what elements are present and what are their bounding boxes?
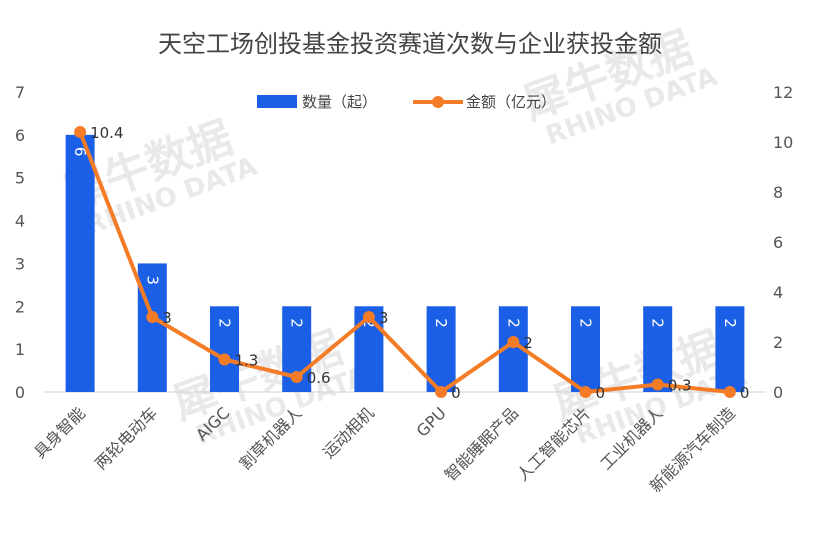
bar-data-label: 2 <box>577 318 595 328</box>
line-data-label: 10.4 <box>90 124 123 142</box>
legend-marker-line <box>432 96 444 108</box>
bar-data-label: 2 <box>432 318 450 328</box>
bar-data-label: 2 <box>360 318 378 328</box>
y-right-tick-label: 6 <box>773 233 783 252</box>
bar-series <box>65 134 745 392</box>
y-right-tick-label: 10 <box>773 133 793 152</box>
line-data-label: 0 <box>740 384 750 402</box>
bar-data-label: 2 <box>721 318 739 328</box>
bar-data-label: 6 <box>71 147 89 157</box>
line-point <box>723 386 736 398</box>
legend-swatch-bar <box>257 95 297 108</box>
bar <box>426 306 456 392</box>
line-point <box>74 126 87 138</box>
bar <box>210 306 239 392</box>
bar <box>715 306 745 392</box>
line-data-label: 0.3 <box>668 377 692 395</box>
y-axis-right: 0 2 4 6 8 10 12 <box>773 83 793 402</box>
line-point <box>651 378 664 391</box>
bar <box>137 263 167 392</box>
bar <box>65 134 95 392</box>
line-data-label: 0.6 <box>307 369 331 387</box>
line-point <box>146 311 159 323</box>
x-tick-label: 运动相机 <box>319 403 378 462</box>
bar <box>643 306 673 392</box>
y-right-tick-label: 8 <box>773 183 783 202</box>
line-point <box>218 353 231 366</box>
y-left-tick-label: 0 <box>15 383 25 402</box>
line-data-label: 0 <box>451 384 461 402</box>
legend-label-line: 金额（亿元） <box>466 93 556 111</box>
line-path <box>78 131 731 394</box>
line-point <box>435 386 448 398</box>
line-point <box>362 311 375 323</box>
y-left-tick-label: 5 <box>15 169 25 188</box>
x-tick-label: GPU <box>413 403 450 440</box>
x-tick-label: 智能睡眠产品 <box>441 403 522 484</box>
bar-data-label: 2 <box>288 318 306 328</box>
line-point <box>290 371 303 383</box>
bar-labels: 632 2 2 2 2 2 2 2 <box>71 147 739 328</box>
line-series <box>74 126 736 398</box>
x-tick-label: 具身智能 <box>30 403 89 462</box>
y-left-tick-label: 3 <box>15 254 25 273</box>
bar-data-label: 2 <box>649 318 667 328</box>
y-left-tick-label: 7 <box>15 83 25 102</box>
line-data-label: 1.3 <box>235 352 259 370</box>
y-right-tick-label: 4 <box>773 283 783 302</box>
y-right-tick-label: 12 <box>773 83 793 102</box>
bar-data-label: 2 <box>504 318 522 328</box>
y-right-tick-label: 2 <box>773 333 783 352</box>
line-point <box>507 336 520 348</box>
line-point <box>579 386 592 398</box>
line-data-label: 3 <box>379 309 389 327</box>
bar-data-label: 2 <box>216 318 234 328</box>
legend-label-bar: 数量（起） <box>302 93 377 111</box>
line-data-label: 3 <box>162 309 172 327</box>
line-labels: 10.4 3 1.3 0.6 3 0 2 0 0.3 0 <box>90 124 749 402</box>
y-left-tick-label: 2 <box>15 297 25 316</box>
line-data-label: 0 <box>596 384 606 402</box>
y-axis-left: 0 1 2 3 4 5 6 7 <box>15 83 25 402</box>
x-tick-label: 两轮电动车 <box>91 403 161 473</box>
y-left-tick-label: 1 <box>15 340 25 359</box>
bar-data-label: 3 <box>143 275 161 285</box>
line-data-label: 2 <box>523 334 533 352</box>
chart-title: 天空工场创投基金投资赛道次数与企业获投金额 <box>158 30 662 58</box>
bar <box>571 306 600 392</box>
y-right-tick-label: 0 <box>773 383 783 402</box>
legend: 数量（起） 金额（亿元） <box>257 93 556 111</box>
y-left-tick-label: 6 <box>15 126 25 145</box>
y-left-tick-label: 4 <box>15 212 25 231</box>
